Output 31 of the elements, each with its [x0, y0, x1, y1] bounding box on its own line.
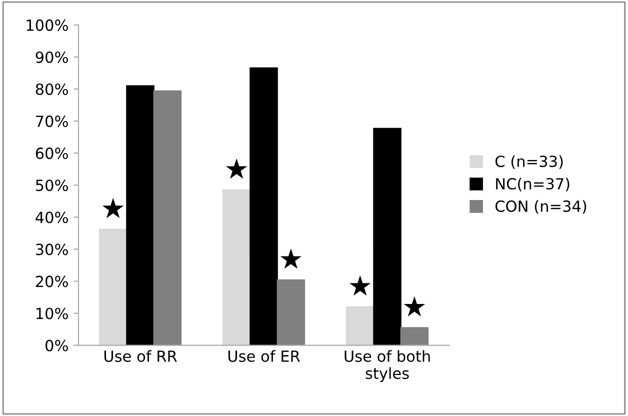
bar — [400, 327, 429, 346]
bar — [346, 306, 374, 346]
annotation: ★ — [102, 198, 124, 218]
x-tick-label: Use of both styles — [344, 350, 430, 382]
y-tick-label: 30% — [36, 244, 68, 256]
legend-label: C (n=33) — [495, 155, 563, 169]
annotation: ★ — [349, 275, 371, 296]
y-tick-label: 100% — [26, 19, 68, 31]
y-tick-label: 50% — [36, 180, 68, 192]
y-tick-label: 80% — [36, 83, 68, 96]
annotation: ★ — [226, 158, 248, 179]
bar — [222, 189, 251, 346]
bar — [373, 128, 402, 346]
y-tick-label: 20% — [36, 276, 68, 288]
y-tick-label: 70% — [36, 116, 68, 128]
annotation: ★ — [404, 296, 426, 316]
legend-label: CON (n=34) — [495, 200, 586, 214]
y-tick-label: 0% — [46, 340, 68, 352]
bar — [250, 67, 278, 346]
bar — [126, 85, 154, 346]
y-tick-label: 40% — [36, 212, 68, 224]
annotation: ★ — [280, 248, 302, 269]
y-tick-label: 10% — [36, 308, 68, 320]
bar — [153, 90, 182, 346]
bar — [98, 228, 128, 346]
y-tick-label: 90% — [36, 51, 68, 64]
y-tick-label: 60% — [36, 148, 68, 160]
bar — [276, 279, 306, 346]
x-tick-label: Use of RR — [104, 350, 177, 362]
x-tick-label: Use of ER — [228, 350, 300, 362]
legend-label: NC(n=37) — [496, 178, 570, 192]
